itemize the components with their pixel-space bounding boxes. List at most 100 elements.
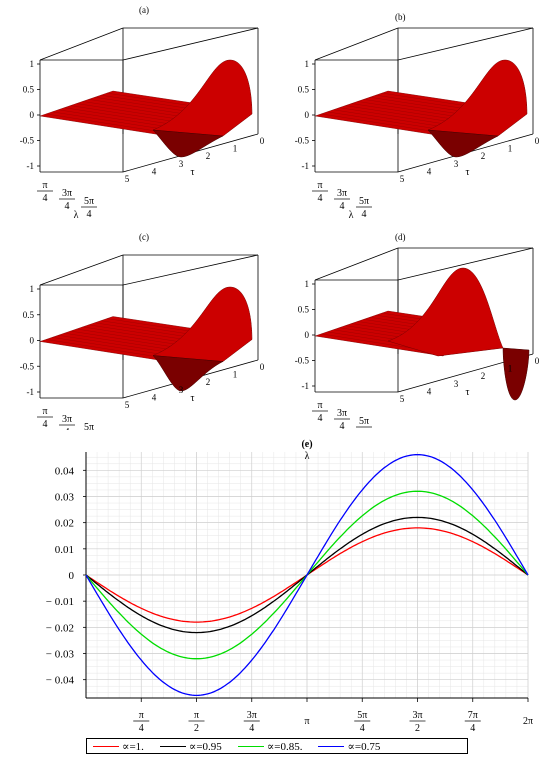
y-tick-label: 0.03 — [55, 491, 75, 503]
surface-trough — [152, 355, 224, 392]
z-tick-label: -0.5 — [20, 136, 35, 146]
tau-tick-label: 3 — [454, 379, 459, 389]
tau-tick-label: 0 — [260, 362, 265, 372]
series-line-3 — [85, 453, 529, 697]
mesh-line — [46, 339, 172, 360]
mesh-line — [327, 111, 451, 132]
legend-item-alpha-095: ∝=0.95 — [159, 740, 222, 753]
mesh-line — [351, 103, 466, 122]
panel-label-d: (d) — [395, 232, 406, 242]
lambda-tick-label: π4 — [312, 180, 328, 204]
panel-label-a: (a) — [139, 5, 149, 15]
tick-label-numerator: π — [42, 180, 47, 191]
z-tick-label: 0.5 — [298, 305, 310, 315]
tau-tick-label: 5 — [400, 394, 405, 404]
box-edge — [397, 247, 534, 281]
z-tick-label: 1 — [305, 279, 310, 289]
x-tick-label: π4 — [133, 710, 150, 734]
tick-label-denominator: 4 — [249, 723, 254, 734]
surface-trough — [152, 129, 224, 158]
tick-label-numerator: 5π — [84, 422, 94, 430]
mesh-line — [64, 333, 184, 352]
z-tick-label: -0.5 — [295, 136, 310, 146]
z-tick-label: 0 — [305, 110, 310, 120]
tick-label-numerator: π — [317, 180, 322, 191]
box-edge — [39, 27, 124, 61]
z-tick-label: 0 — [30, 336, 35, 346]
tick-label-denominator: 4 — [43, 193, 48, 204]
tau-tick-label: 3 — [179, 385, 184, 395]
tau-tick-label: 2 — [481, 371, 486, 381]
surface-peak — [152, 286, 253, 362]
tau-tick-label: 4 — [427, 386, 432, 396]
z-tick-label: -1 — [302, 161, 310, 171]
legend-swatch — [159, 745, 186, 747]
tau-tick-label: 2 — [206, 151, 211, 161]
tick-label-numerator: 3π — [62, 188, 72, 199]
tick-label-numerator: 3π — [337, 188, 347, 199]
tick-label-denominator: 4 — [340, 201, 345, 212]
surface-peak — [387, 267, 504, 357]
tick-label-denominator: 4 — [362, 429, 367, 430]
surface-peak — [152, 59, 253, 137]
mesh-line — [76, 328, 191, 347]
tau-axis-label: τ — [190, 167, 194, 178]
tick-label-numerator: π — [139, 710, 144, 721]
mesh-line — [52, 111, 176, 132]
z-tick-label: 0.5 — [23, 310, 35, 320]
tick-label-numerator: 7π — [468, 710, 478, 721]
tick-label-numerator: π — [317, 400, 322, 411]
lambda-axis-label: λ — [349, 210, 354, 220]
z-tick-label: 0.5 — [298, 85, 310, 95]
tick-label-denominator: 4 — [318, 413, 323, 424]
y-tick-label: − 0.01 — [46, 596, 74, 608]
mesh-line — [58, 335, 180, 355]
z-tick-label: 1 — [30, 59, 35, 69]
legend-label: ∝=0.75 — [347, 740, 381, 753]
tau-tick-label: 4 — [427, 166, 432, 176]
surface-panel-b: 1 0.5 0 -0.5 -1 0 1 2 3 4 5 τ π 4 3π 4 5π 4 λ (b) — [275, 0, 550, 221]
legend-label: ∝=1. — [122, 740, 144, 753]
box-edge — [122, 27, 259, 61]
tick-label-denominator: 4 — [43, 419, 48, 430]
x-tick-label: π2 — [188, 710, 205, 734]
z-tick-label: 1 — [305, 59, 310, 69]
tick-label-denominator: 4 — [87, 209, 92, 220]
legend-label: ∝=0.85. — [266, 740, 303, 753]
tau-tick-label: 1 — [233, 144, 238, 154]
tau-tick-label: 2 — [206, 377, 211, 387]
tick-label-numerator: 3π — [337, 408, 347, 419]
tau-tick-label: 5 — [125, 174, 130, 184]
mesh-line — [357, 101, 470, 119]
chart-legend: ∝=1. ∝=0.95 ∝=0.85. ∝=0.75 — [86, 738, 468, 754]
mesh-line — [345, 105, 462, 124]
mesh-line — [333, 109, 455, 129]
tau-tick-label: 0 — [535, 356, 540, 366]
legend-item-alpha-085: ∝=0.85. — [237, 740, 303, 753]
tau-axis-label: τ — [465, 167, 469, 178]
tau-axis-label: τ — [465, 387, 469, 398]
legend-item-alpha-075: ∝=0.75 — [318, 740, 380, 753]
tau-tick-label: 1 — [508, 144, 513, 154]
panel-label-c: (c) — [139, 232, 149, 242]
lambda-tick-label: π4 — [37, 406, 53, 430]
tau-tick-label: 5 — [125, 400, 130, 410]
mesh-line — [58, 109, 180, 129]
z-tick-label: 0 — [305, 330, 310, 340]
tick-label-numerator: π — [42, 406, 47, 417]
x-axis-label: λ — [305, 451, 310, 462]
legend-swatch — [237, 745, 264, 747]
y-tick-label: 0.02 — [55, 518, 74, 530]
y-tick-label: 0.01 — [55, 544, 74, 556]
legend-swatch — [93, 745, 119, 747]
tau-tick-label: 1 — [233, 370, 238, 380]
z-tick-label: 1 — [30, 284, 35, 294]
